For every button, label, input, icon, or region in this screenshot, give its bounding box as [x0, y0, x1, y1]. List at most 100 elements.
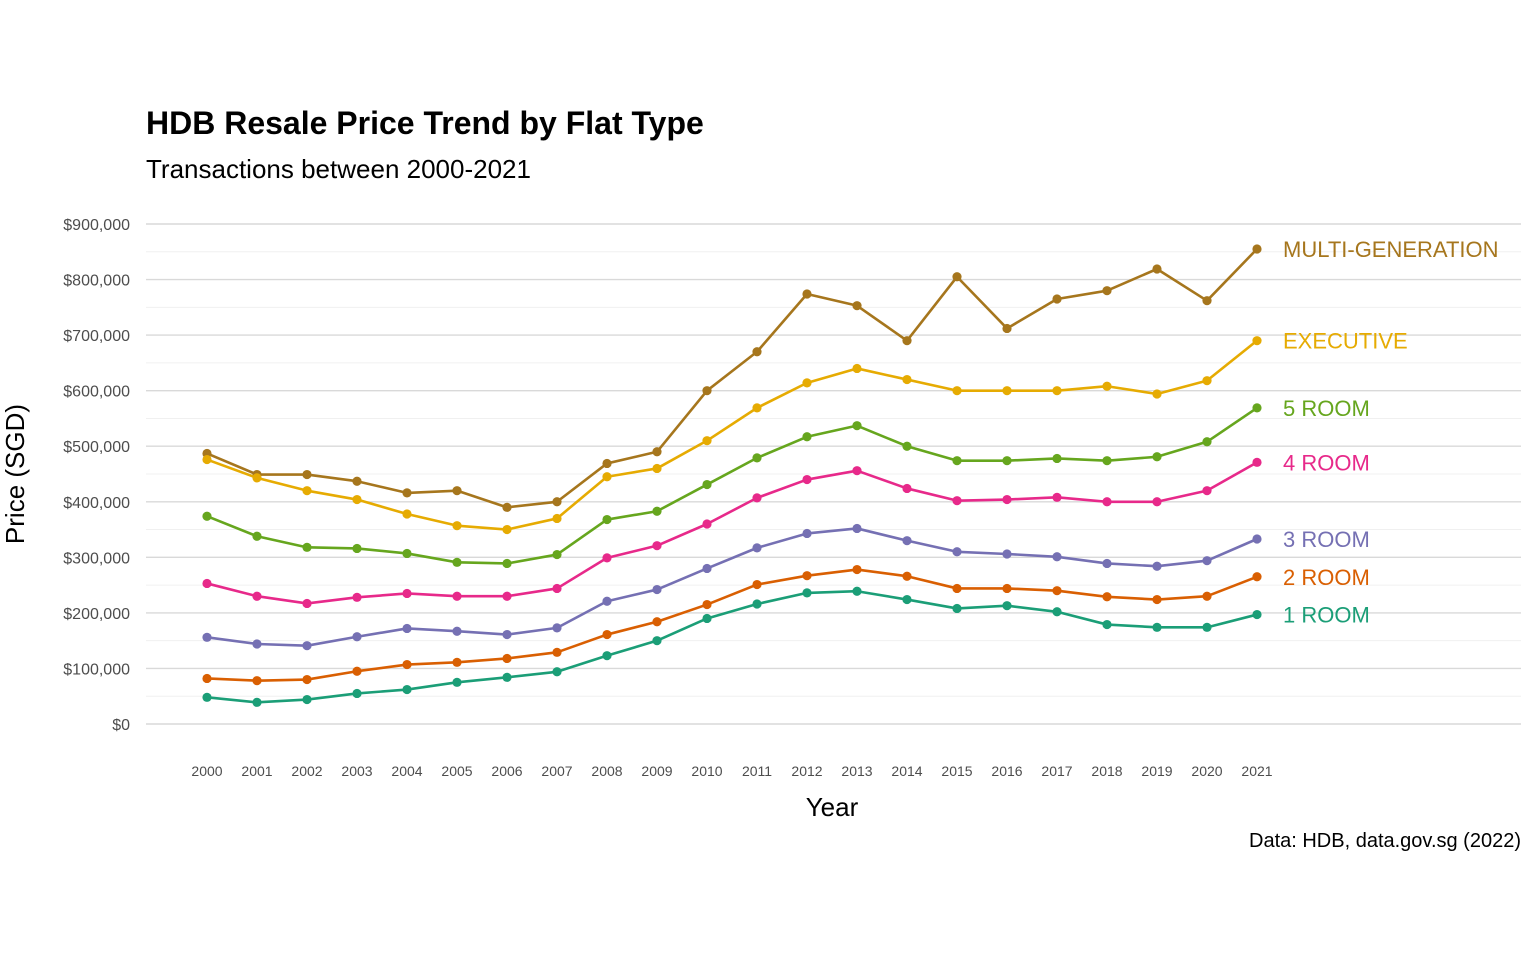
series-lines: [202, 244, 1262, 707]
series-end-label: 2 ROOM: [1283, 565, 1370, 590]
data-point: [802, 528, 812, 539]
data-point: [1202, 622, 1212, 632]
data-point: [402, 509, 412, 519]
data-point: [202, 511, 212, 521]
data-point: [1052, 492, 1062, 502]
data-point: [802, 289, 812, 299]
x-tick-label: 2011: [742, 763, 772, 779]
data-point: [702, 386, 712, 396]
data-point: [952, 456, 962, 466]
x-tick-label: 2020: [1191, 763, 1222, 779]
series-end-label: EXECUTIVE: [1283, 329, 1408, 354]
data-point: [702, 563, 712, 574]
data-point: [1252, 609, 1262, 620]
data-point: [552, 647, 562, 657]
data-point: [452, 486, 462, 496]
x-tick-label: 2004: [391, 763, 422, 779]
data-point: [1102, 592, 1112, 602]
data-point: [652, 636, 662, 646]
data-point: [652, 447, 662, 457]
data-point: [952, 496, 962, 506]
series-end-label: 1 ROOM: [1283, 603, 1370, 628]
data-point: [302, 469, 312, 480]
y-tick-label: $300,000: [63, 550, 130, 567]
data-point: [752, 347, 762, 357]
data-point: [352, 543, 362, 554]
data-point: [452, 521, 462, 531]
data-point: [852, 466, 862, 476]
data-point: [352, 476, 362, 486]
data-point: [1152, 452, 1162, 462]
x-tick-label: 2003: [341, 763, 372, 779]
data-point: [602, 629, 612, 640]
data-point: [402, 488, 412, 498]
data-point: [1052, 294, 1062, 304]
data-point: [702, 613, 712, 624]
data-point: [702, 519, 712, 529]
data-point: [202, 578, 212, 589]
series-group: [202, 403, 1262, 569]
x-tick-label: 2021: [1241, 763, 1272, 779]
data-point: [1252, 336, 1262, 346]
data-point: [452, 677, 462, 687]
data-point: [1152, 622, 1162, 632]
series-group: [202, 564, 1262, 686]
series-line: [205, 568, 1259, 682]
data-point: [852, 301, 862, 311]
data-point: [1152, 264, 1162, 274]
data-point: [802, 474, 812, 485]
data-point: [1202, 296, 1212, 306]
data-point: [952, 547, 962, 557]
data-point: [452, 557, 462, 567]
data-point: [1252, 572, 1262, 582]
data-point: [452, 657, 462, 667]
data-point: [252, 676, 262, 686]
series-line: [205, 247, 1259, 509]
data-point: [802, 571, 812, 581]
series-group: [202, 457, 1262, 609]
data-point: [302, 694, 312, 705]
series-line: [205, 339, 1259, 531]
x-tick-label: 2010: [691, 763, 722, 779]
data-point: [652, 463, 662, 474]
data-point: [952, 583, 962, 594]
data-point: [1052, 552, 1062, 562]
data-point: [502, 591, 512, 601]
data-point: [202, 692, 212, 702]
x-tick-label: 2019: [1141, 763, 1172, 779]
series-end-label: MULTI-GENERATION: [1283, 237, 1499, 262]
data-point: [1002, 456, 1012, 466]
data-point: [302, 598, 312, 609]
data-point: [452, 626, 462, 636]
data-point: [1252, 457, 1262, 467]
data-point: [1002, 386, 1012, 396]
data-point: [752, 579, 762, 590]
data-point: [852, 586, 862, 596]
data-point: [752, 453, 762, 463]
series-line: [205, 589, 1259, 704]
data-point: [752, 493, 762, 503]
y-tick-label: $200,000: [63, 606, 130, 623]
series-line: [205, 527, 1259, 647]
data-point: [502, 653, 512, 664]
x-tick-label: 2000: [191, 763, 222, 779]
data-point: [252, 473, 262, 483]
series-end-label: 3 ROOM: [1283, 527, 1370, 552]
data-point: [1002, 583, 1012, 594]
data-point: [1202, 486, 1212, 496]
data-point: [902, 571, 912, 581]
data-point: [652, 617, 662, 627]
data-point: [702, 436, 712, 446]
data-point: [402, 684, 412, 695]
data-point: [1152, 594, 1162, 605]
data-point: [652, 506, 662, 516]
data-point: [952, 603, 962, 614]
data-point: [202, 673, 212, 684]
y-tick-label: $500,000: [63, 439, 130, 456]
y-tick-label: $700,000: [63, 328, 130, 345]
series-end-label: 4 ROOM: [1283, 450, 1370, 475]
data-point: [602, 651, 612, 661]
y-axis-title: Price (SGD): [0, 404, 30, 544]
